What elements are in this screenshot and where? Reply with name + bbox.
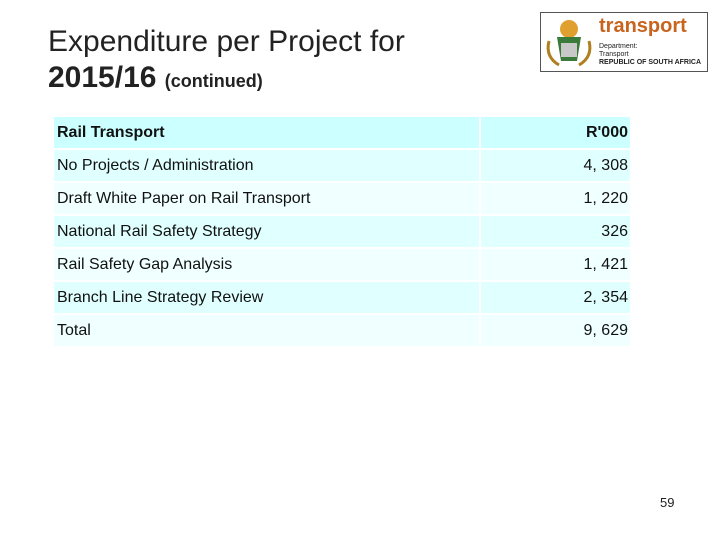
table-cell: R'000 bbox=[479, 115, 632, 150]
table-cell: Branch Line Strategy Review bbox=[52, 280, 481, 315]
table-cell: Rail Safety Gap Analysis bbox=[52, 247, 481, 282]
table-cell: 1, 220 bbox=[479, 181, 632, 216]
logo-line: REPUBLIC OF SOUTH AFRICA bbox=[599, 59, 702, 66]
title: Expenditure per Project for 2015/16 (cont… bbox=[48, 24, 405, 99]
coat-of-arms bbox=[546, 20, 592, 67]
subtitle: (continued) bbox=[164, 71, 263, 91]
table-row: Rail Transport R'000 bbox=[52, 115, 632, 150]
table-cell: Draft White Paper on Rail Transport bbox=[52, 181, 481, 216]
logo-line: Department: bbox=[599, 43, 638, 50]
table-row: Branch Line Strategy Review 2, 354 bbox=[52, 280, 632, 315]
table-row: Rail Safety Gap Analysis 1, 421 bbox=[52, 247, 632, 282]
table-cell: 326 bbox=[479, 214, 632, 249]
page-number: 59 bbox=[660, 495, 675, 510]
table-cell: 4, 308 bbox=[479, 148, 632, 183]
table-row: No Projects / Administration 4, 308 bbox=[52, 148, 632, 183]
table-cell: No Projects / Administration bbox=[52, 148, 481, 183]
table-row: Draft White Paper on Rail Transport 1, 22… bbox=[52, 181, 632, 216]
table: Rail Transport R'000 No Projects / Adminis… bbox=[52, 115, 632, 348]
logo: transport Department: Transport REPUBLIC… bbox=[540, 12, 708, 72]
table-cell: Rail Transport bbox=[52, 115, 481, 150]
table-row: National Rail Safety Strategy 326 bbox=[52, 214, 632, 249]
table-row: Total 9, 629 bbox=[52, 313, 632, 348]
title-year: 2015/16 bbox=[48, 61, 157, 94]
table-cell: 9, 629 bbox=[479, 313, 632, 348]
table-cell: 2, 354 bbox=[479, 280, 632, 315]
logo-name: transport bbox=[599, 15, 687, 37]
logo-line: Transport bbox=[599, 51, 629, 58]
title-text: Expenditure per Project for bbox=[48, 25, 405, 58]
table-cell: National Rail Safety Strategy bbox=[52, 214, 481, 249]
table-cell: Total bbox=[52, 313, 481, 348]
table-cell: 1, 421 bbox=[479, 247, 632, 282]
